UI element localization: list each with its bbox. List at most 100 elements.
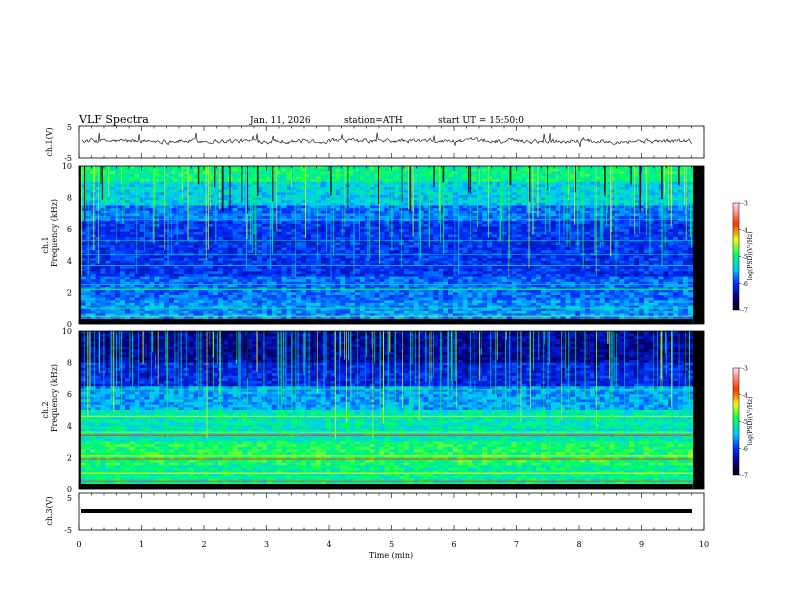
spectrogram-cell [472,194,478,198]
spectrogram-cell [301,176,307,180]
spectrogram-cell [80,226,87,230]
spectrogram-cell [457,189,464,193]
spectrogram-cell [193,247,199,251]
spectrogram-cell [604,239,610,243]
spectrogram-cell [673,197,679,201]
spectrogram-cell [124,263,131,267]
spectrogram-cell [193,210,199,214]
spectrogram-cell [570,200,576,204]
spectrogram-cell [115,223,121,227]
spectrogram-cell [139,237,145,241]
spectrogram-cell [306,234,312,238]
spectrogram-cell [355,192,361,196]
spectrogram-cell [389,255,395,259]
spectrogram-cell [462,181,468,185]
spectrogram-cell [281,208,287,212]
spectrogram-cell [648,176,654,180]
spectrogram-cell [286,202,292,206]
spectrogram-cell [134,250,141,254]
spectrogram-cell [492,242,498,246]
spectrogram-cell [335,218,341,222]
spectrogram-cell [433,181,439,185]
spectrogram-cell [355,173,361,177]
spectrogram-cell [345,229,351,233]
spectrogram-cell [594,173,601,177]
spectrogram-cell [594,181,601,185]
spectrogram-cell [511,255,517,259]
spectrogram-cell [183,263,189,267]
spectrogram-cell [673,210,679,214]
spectrogram-cell [570,245,576,249]
spectrogram-cell [452,184,459,188]
spectrogram-cell [320,255,327,259]
spectrogram-cell [585,173,591,177]
spectrogram-cell [594,176,601,180]
spectrogram-cell [541,171,547,175]
spectrogram-cell [364,223,371,227]
spectrogram-cell [144,210,150,214]
spectrogram-cell [315,210,322,214]
spectrogram-cell [570,179,576,183]
spectrogram-cell [457,194,464,198]
spectrogram-cell [374,166,380,170]
spectrogram-cell [634,258,640,262]
spectrogram-cell [261,242,268,246]
spectrogram-cell [570,242,576,246]
spectrogram-cell [345,234,351,238]
spectrogram-cell [629,205,635,209]
figure-title: VLF Spectra [78,113,149,126]
spectrogram-cell [624,255,630,259]
spectrogram-cell [105,234,111,238]
spectrogram-cell [687,242,694,246]
spectrogram-cell [408,226,415,230]
spectrogram-cell [492,192,498,196]
spectrogram-cell [139,229,145,233]
spectrogram-cell [149,210,155,214]
spectrogram-cell [634,234,640,238]
spectrogram-cell [545,168,552,172]
spectrogram-cell [315,189,322,193]
spectrogram-cell [183,266,189,270]
spectrogram-cell [359,187,366,191]
spectrogram-cell [345,216,351,220]
spectrogram-cell [428,173,434,177]
spectrogram-cell [462,216,468,220]
spectrogram-cell [663,223,669,227]
spectrogram-cell [443,242,449,246]
spectrogram-cell [90,205,96,209]
spectrogram-cell [496,210,503,214]
spectrogram-cell [306,197,312,201]
spectrogram-cell [90,189,96,193]
spectrogram-cell [545,242,552,246]
spectrogram-cell [261,168,268,172]
spectrogram-cell [423,239,429,243]
spectrogram-cell [619,200,625,204]
spectrogram-cell [682,231,689,235]
spectrogram-cell [364,247,371,251]
spectrogram-cell [555,255,561,259]
spectrogram-cell [242,221,248,225]
spectrogram-cell [589,197,596,201]
spectrogram-cell [115,210,121,214]
spectrogram-cell [379,205,385,209]
spectrogram-cell [673,221,679,225]
spectrogram-cell [306,194,312,198]
spectrogram-cell [550,210,557,214]
spectrogram-cell [374,234,380,238]
spectrogram-cell [325,231,331,235]
spectrogram-cell [663,221,669,225]
spectrogram-cell [653,258,659,262]
spectrogram-cell [227,216,234,220]
spectrogram-cell [555,258,561,262]
spectrogram-cell [550,255,557,259]
spectrogram-cell [193,234,199,238]
spectrogram-cell [350,181,356,185]
spectrogram-cell [443,239,449,243]
spectrogram-cell [673,255,679,259]
spectrogram-cell [369,179,375,183]
spectrogram-cell [638,223,645,227]
spectrogram-cell [536,187,542,191]
spectrogram-cell [673,194,679,198]
spectrogram-cell [541,216,547,220]
spectrogram-cell [335,234,341,238]
